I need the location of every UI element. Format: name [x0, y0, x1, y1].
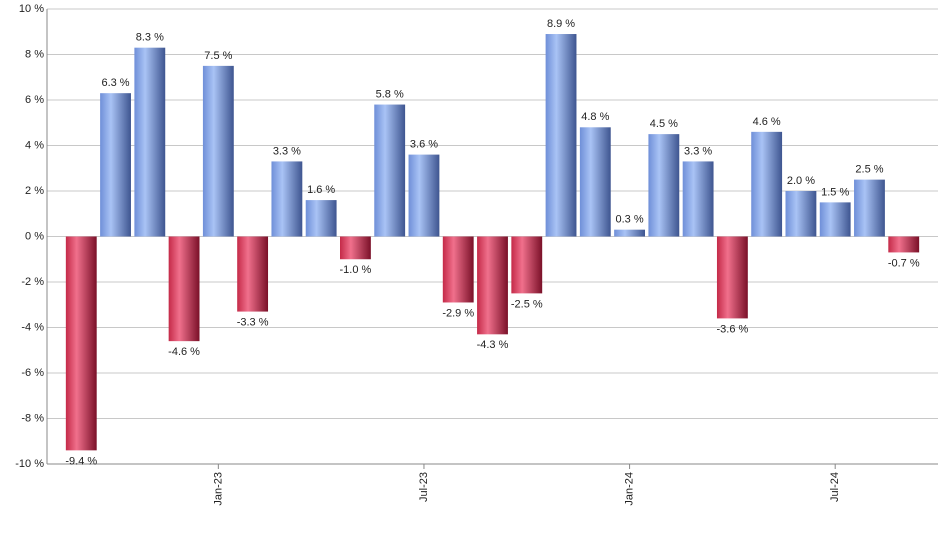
- value-label: -2.5 %: [511, 298, 543, 310]
- value-label: 3.3 %: [684, 145, 712, 157]
- value-label: 0.3 %: [616, 214, 644, 226]
- x-tick-label: Jul-24: [829, 472, 841, 502]
- value-label: -1.0 %: [340, 264, 372, 276]
- value-label: -3.6 %: [716, 323, 748, 335]
- bar: [888, 236, 920, 253]
- bar: [271, 161, 303, 237]
- y-tick-label: -8 %: [21, 412, 44, 424]
- value-label: 8.9 %: [547, 18, 575, 30]
- bar: [511, 236, 543, 294]
- bar: [682, 161, 714, 237]
- bar: [819, 202, 851, 237]
- y-tick-label: 4 %: [25, 139, 44, 151]
- x-tick-label: Jan-24: [623, 472, 635, 506]
- value-label: 2.0 %: [787, 175, 815, 187]
- x-tick-label: Jul-23: [418, 472, 430, 502]
- bar: [614, 229, 645, 237]
- value-label: -2.9 %: [442, 307, 474, 319]
- y-tick-label: 2 %: [25, 185, 44, 197]
- y-tick-label: -6 %: [21, 367, 44, 379]
- y-tick-label: -2 %: [21, 276, 44, 288]
- bar: [716, 236, 748, 319]
- y-tick-label: 10 %: [19, 3, 44, 15]
- y-tick-label: -10 %: [15, 458, 44, 470]
- bar: [65, 236, 97, 451]
- value-label: 4.8 %: [581, 111, 609, 123]
- x-tick-label: Jan-23: [212, 472, 224, 506]
- bar: [408, 154, 440, 237]
- bar: [579, 127, 611, 237]
- bar: [854, 179, 885, 237]
- value-label: 3.6 %: [410, 139, 438, 151]
- bar: [100, 93, 131, 237]
- value-label: -4.3 %: [477, 339, 509, 351]
- bar: [751, 131, 783, 237]
- bar: [340, 236, 371, 260]
- bar: [785, 191, 817, 237]
- bar: [305, 200, 337, 237]
- value-label: 6.3 %: [101, 77, 129, 89]
- value-label: 4.6 %: [753, 116, 781, 128]
- value-label: 1.6 %: [307, 184, 335, 196]
- value-label: 2.5 %: [855, 164, 883, 176]
- value-label: 8.3 %: [136, 32, 164, 44]
- bar: [134, 47, 166, 237]
- bar: [374, 104, 406, 237]
- value-label: 3.3 %: [273, 145, 301, 157]
- bar: [477, 236, 508, 335]
- value-label: 5.8 %: [376, 88, 404, 100]
- y-tick-label: 6 %: [25, 94, 44, 106]
- bar: [442, 236, 474, 303]
- value-label: 7.5 %: [204, 50, 232, 62]
- value-label: 4.5 %: [650, 118, 678, 130]
- value-label: -0.7 %: [888, 257, 920, 269]
- bar: [168, 236, 200, 342]
- value-label: 1.5 %: [821, 186, 849, 198]
- value-label: -9.4 %: [65, 455, 97, 467]
- y-tick-label: 8 %: [25, 48, 44, 60]
- bar: [202, 65, 234, 237]
- y-tick-label: 0 %: [25, 230, 44, 242]
- value-label: -4.6 %: [168, 346, 200, 358]
- y-tick-label: -4 %: [21, 321, 44, 333]
- bar: [545, 34, 577, 237]
- value-label: -3.3 %: [237, 316, 269, 328]
- bar: [237, 236, 269, 312]
- bar: [648, 134, 680, 237]
